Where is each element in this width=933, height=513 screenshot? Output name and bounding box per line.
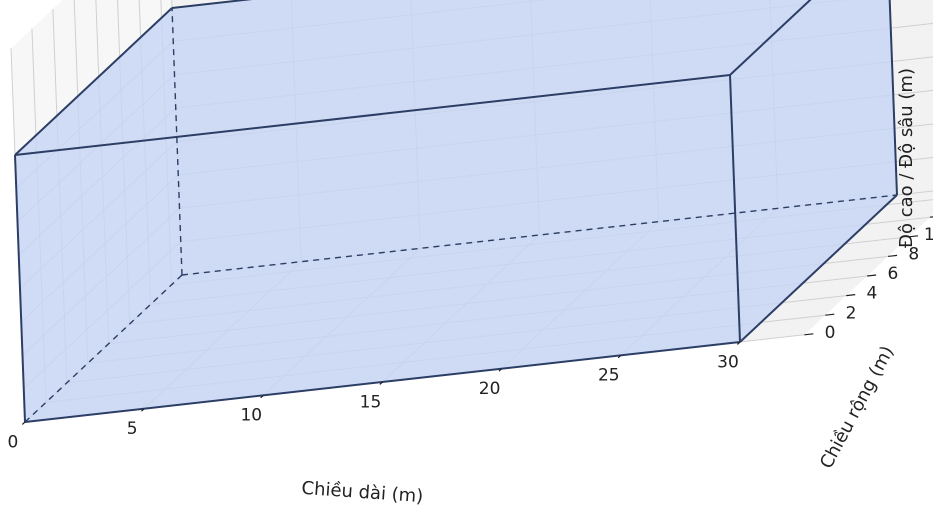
x-tick-label: 30 [717,352,739,372]
x-tick [260,394,264,399]
y-tick [888,254,898,257]
top-face [15,0,811,155]
box-edge [739,194,898,343]
y-tick [908,235,919,238]
box-edge [14,7,173,156]
y-tick [929,216,933,218]
hidden-edge [181,194,898,276]
y-tick-label: 10 [924,225,933,245]
x-tick [736,341,741,345]
x-tick-label: 20 [479,379,501,399]
y-tick [867,274,877,277]
tick-marks [21,216,933,425]
y-tick [825,313,835,316]
x-tick-label: 0 [8,432,19,452]
hidden-edge [24,274,183,423]
y-tick [804,333,814,336]
y-tick-label: 0 [825,323,836,343]
x-tick-label: 10 [240,406,262,426]
x-tick [498,368,503,372]
box-edge [729,74,741,343]
box-edge [888,0,898,196]
x-tick-label: 5 [127,419,138,439]
x-tick [21,421,26,425]
x-tick [141,408,145,412]
box-edge [729,0,812,76]
z-axis-title: Độ cao / Độ sâu (m) [896,68,917,248]
x-tick [379,381,383,385]
x-axis-title: Chiều dài (m) [301,478,424,507]
x-tick-label: 25 [598,366,620,386]
box-wireframe [14,0,898,423]
y-tick [846,293,856,297]
y-tick-label: 4 [867,284,878,304]
y-tick-label: 6 [887,264,898,284]
front-face [15,75,740,422]
y-tick-label: 8 [908,245,919,265]
right-face [730,0,897,342]
box-edge [14,74,731,156]
x-tick [617,354,622,359]
y-axis-title: Chiều rộng (m) [816,343,898,473]
y-tick-label: 2 [846,303,857,323]
tick-labels: 051015202530024681012140.000.250.500.751… [8,225,933,452]
hidden-edge [171,7,183,276]
box-edge [14,154,26,423]
x-tick-label: 15 [360,392,382,412]
